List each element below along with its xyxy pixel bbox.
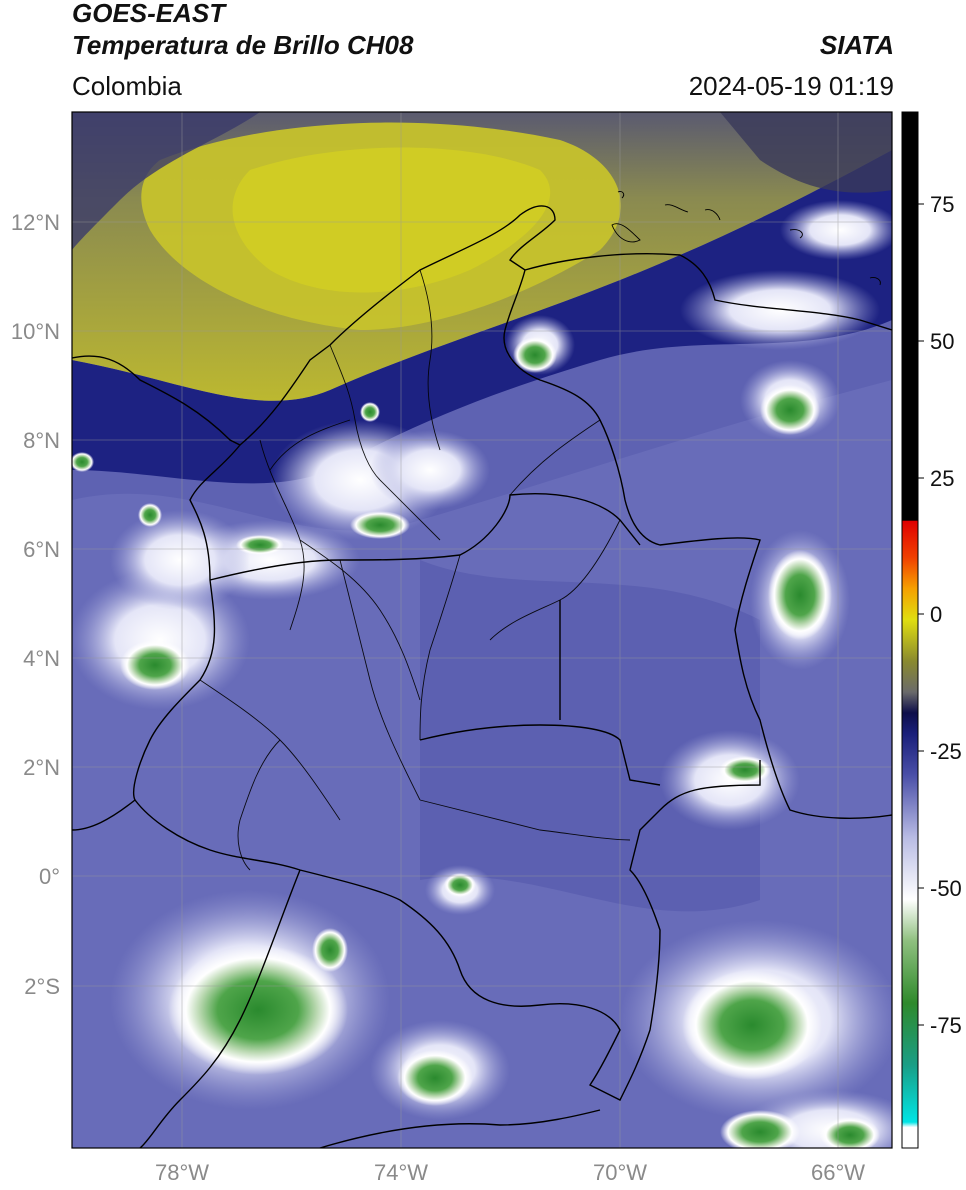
colorbar-tick: 50	[930, 329, 954, 354]
colorbar-tick: 25	[930, 466, 954, 491]
lon-label: 78°W	[155, 1160, 209, 1185]
storm-cells	[72, 337, 880, 1148]
lat-label: 0°	[39, 864, 60, 889]
lat-label: 6°N	[23, 537, 60, 562]
map-image	[72, 112, 892, 1148]
colorbar-tick: -50	[930, 876, 962, 901]
longitude-labels: 78°W 74°W 70°W 66°W	[155, 1160, 865, 1185]
product-title: GOES-EAST	[72, 0, 226, 28]
lat-label: 4°N	[23, 646, 60, 671]
brand-label: SIATA	[819, 30, 894, 60]
lat-label: 2°N	[23, 755, 60, 780]
lat-label: 8°N	[23, 428, 60, 453]
islands	[611, 191, 881, 286]
lat-label: 10°N	[11, 319, 60, 344]
cloud-features	[72, 200, 892, 1148]
colorbar-tick: -75	[930, 1013, 962, 1038]
latitude-labels: 12°N 10°N 8°N 6°N 4°N 2°N 0° 2°S	[11, 210, 60, 999]
lon-label: 66°W	[811, 1160, 865, 1185]
department-borders	[199, 269, 631, 871]
map-frame	[71, 111, 893, 1149]
region-label: Colombia	[72, 71, 182, 101]
colorbar-tick: 75	[930, 192, 954, 217]
lat-label: 2°S	[24, 974, 60, 999]
colorbar-tick: 0	[930, 602, 942, 627]
datetime-label: 2024-05-19 01:19	[688, 71, 894, 101]
lat-label: 12°N	[11, 210, 60, 235]
colorbar-scale	[901, 111, 919, 1149]
lon-label: 70°W	[593, 1160, 647, 1185]
colorbar: 75 50 25 0 -25 -50 -75	[901, 111, 962, 1149]
product-subtitle: Temperatura de Brillo CH08	[72, 30, 414, 60]
lon-label: 74°W	[374, 1160, 428, 1185]
colorbar-tick: -25	[930, 739, 962, 764]
